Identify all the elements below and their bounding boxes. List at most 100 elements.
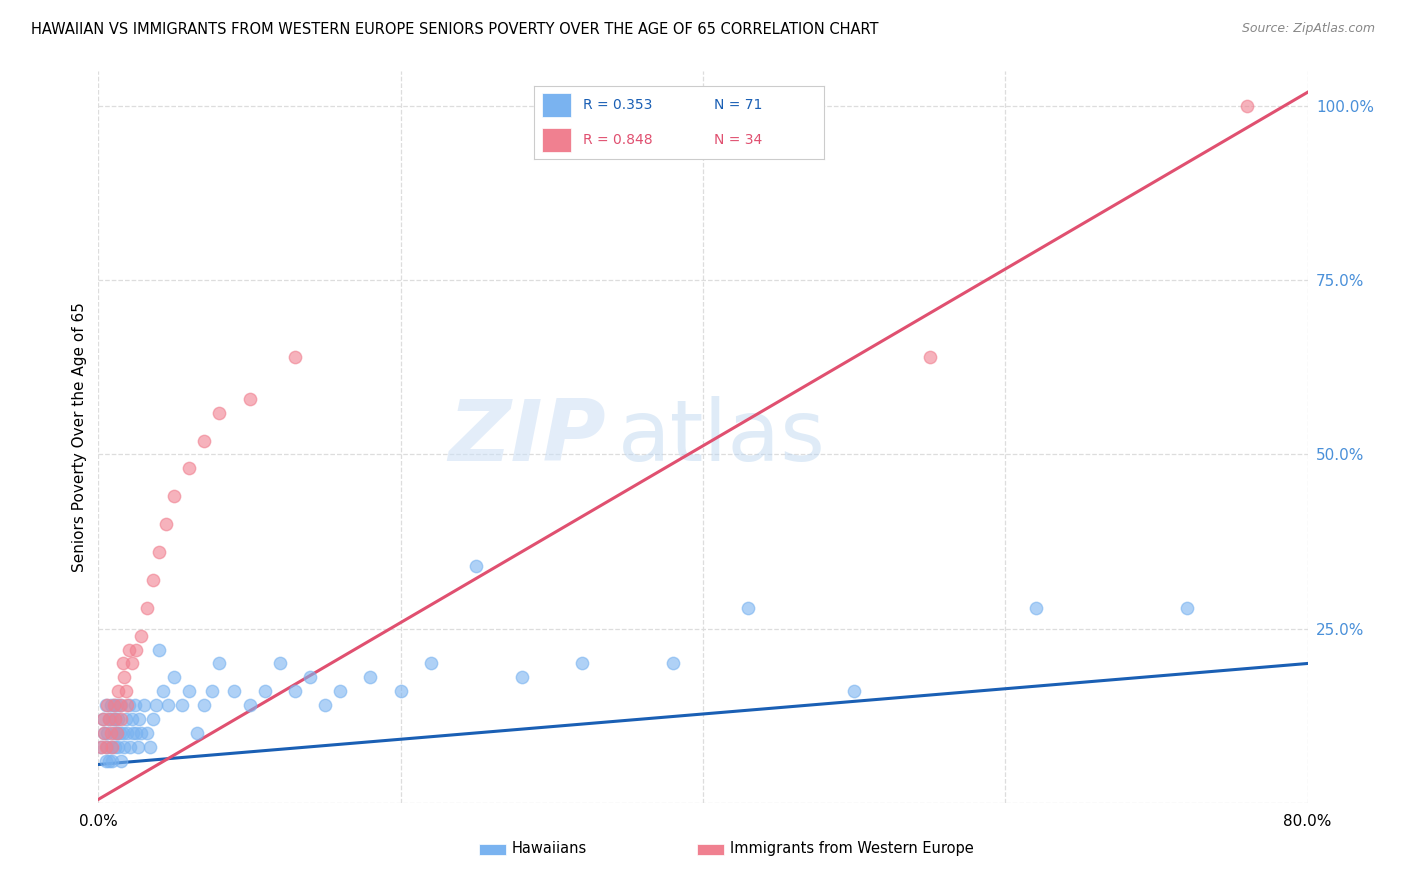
Point [101,712,124,726]
Point [299,670,322,684]
Point [110,712,132,726]
Point [314,698,336,713]
Point [98,712,121,726]
Point [114,712,136,726]
Point [420,657,443,671]
Point [193,434,215,448]
Point [1175,600,1198,615]
Point [284,684,307,698]
Point [148,642,170,657]
Point [91,712,114,726]
Point [108,698,131,713]
Point [510,670,533,684]
Point [118,698,141,713]
Point [115,726,138,740]
Point [111,657,134,671]
Point [108,726,131,740]
Point [148,545,170,559]
Point [201,684,224,698]
Text: Hawaiians: Hawaiians [512,841,588,856]
Point [163,670,186,684]
Point [918,350,941,364]
Point [96,740,118,755]
Text: atlas: atlas [619,395,827,479]
Point [96,698,118,713]
Point [110,698,132,713]
Point [93,726,115,740]
Point [101,740,124,755]
Point [155,517,177,532]
Point [91,712,114,726]
Point [104,740,127,755]
Point [389,684,412,698]
Point [98,712,121,726]
Point [90,740,112,755]
Point [111,726,134,740]
Point [142,712,165,726]
Text: HAWAIIAN VS IMMIGRANTS FROM WESTERN EUROPE SENIORS POVERTY OVER THE AGE OF 65 CO: HAWAIIAN VS IMMIGRANTS FROM WESTERN EURO… [31,22,879,37]
Point [163,489,186,503]
Point [239,698,262,713]
Point [112,740,135,755]
Point [1024,600,1046,615]
Point [135,600,157,615]
Point [125,642,148,657]
Text: Source: ZipAtlas.com: Source: ZipAtlas.com [1241,22,1375,36]
Point [156,698,179,713]
Point [107,740,129,755]
Point [121,712,143,726]
Point [179,684,201,698]
Point [128,712,150,726]
Point [186,726,208,740]
Point [120,740,142,755]
Point [208,406,231,420]
Point [844,684,866,698]
Point [112,670,135,684]
Point [1236,99,1258,113]
Point [360,670,382,684]
Point [107,712,129,726]
Point [100,740,122,755]
Point [179,461,201,475]
Point [208,657,231,671]
Point [571,657,593,671]
Point [96,726,118,740]
Point [103,698,125,713]
Point [107,684,129,698]
Point [284,350,307,364]
Bar [697,844,724,855]
Point [129,726,152,740]
Point [152,684,174,698]
Point [103,726,125,740]
Point [329,684,352,698]
Text: ZIP: ZIP [449,395,606,479]
Point [105,698,128,713]
Point [127,740,149,755]
Y-axis label: Seniors Poverty Over the Age of 65: Seniors Poverty Over the Age of 65 [72,302,87,572]
Point [224,684,246,698]
Point [115,698,138,713]
Point [105,726,128,740]
Point [661,657,683,671]
Point [104,712,127,726]
Point [104,712,127,726]
Point [737,600,759,615]
Point [269,657,291,671]
Point [139,740,162,755]
Point [100,698,122,713]
Point [114,684,136,698]
Point [193,698,215,713]
Point [103,698,125,713]
Point [101,754,124,768]
Point [98,754,121,768]
Point [122,726,145,740]
Point [118,642,141,657]
Point [135,726,157,740]
Point [145,698,167,713]
Point [129,629,152,643]
Point [110,754,132,768]
Point [94,698,117,713]
Point [100,726,122,740]
Text: Immigrants from Western Europe: Immigrants from Western Europe [730,841,973,856]
Point [105,726,128,740]
